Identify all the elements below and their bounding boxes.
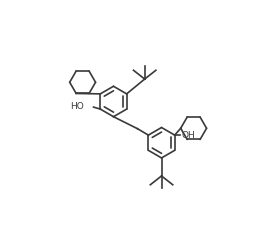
Text: OH: OH [181, 131, 195, 140]
Text: HO: HO [70, 102, 84, 111]
